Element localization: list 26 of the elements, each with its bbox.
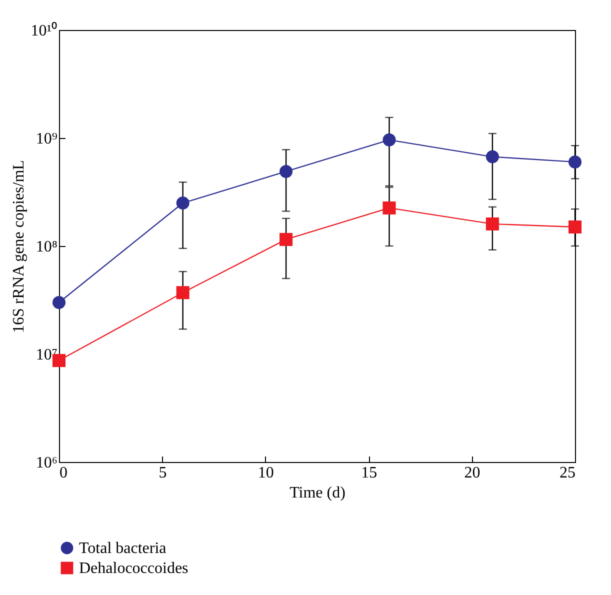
point bbox=[568, 155, 582, 168]
x-tick-label: 25 bbox=[560, 464, 576, 482]
x-tick-label: 0 bbox=[60, 464, 68, 482]
legend-label: Total bacteria bbox=[79, 540, 166, 557]
point bbox=[382, 201, 396, 214]
y-tick-label: 10⁶ bbox=[36, 454, 58, 472]
y-axis-title: 16S rRNA gene copies/mL bbox=[10, 160, 28, 333]
point bbox=[486, 217, 499, 230]
x-tick-label: 15 bbox=[361, 464, 378, 482]
y-tick-label: 10⁷ bbox=[36, 346, 58, 364]
y-tick-label: 10⁸ bbox=[36, 238, 58, 256]
point bbox=[176, 196, 190, 210]
x-axis-title: Time (d) bbox=[290, 484, 346, 502]
x-tick-label: 10 bbox=[258, 464, 274, 482]
y-tick-label: 10¹⁰ bbox=[30, 22, 58, 40]
point bbox=[568, 220, 582, 234]
y-tick-label: 10⁹ bbox=[36, 130, 58, 148]
point bbox=[382, 133, 396, 146]
point bbox=[280, 232, 293, 246]
x-tick-label: 20 bbox=[464, 464, 480, 482]
point bbox=[280, 164, 293, 178]
point bbox=[176, 286, 190, 300]
point bbox=[52, 296, 66, 309]
legend-label: Dehalococcoides bbox=[79, 560, 188, 577]
point bbox=[486, 150, 499, 164]
x-tick-label: 5 bbox=[158, 464, 167, 482]
